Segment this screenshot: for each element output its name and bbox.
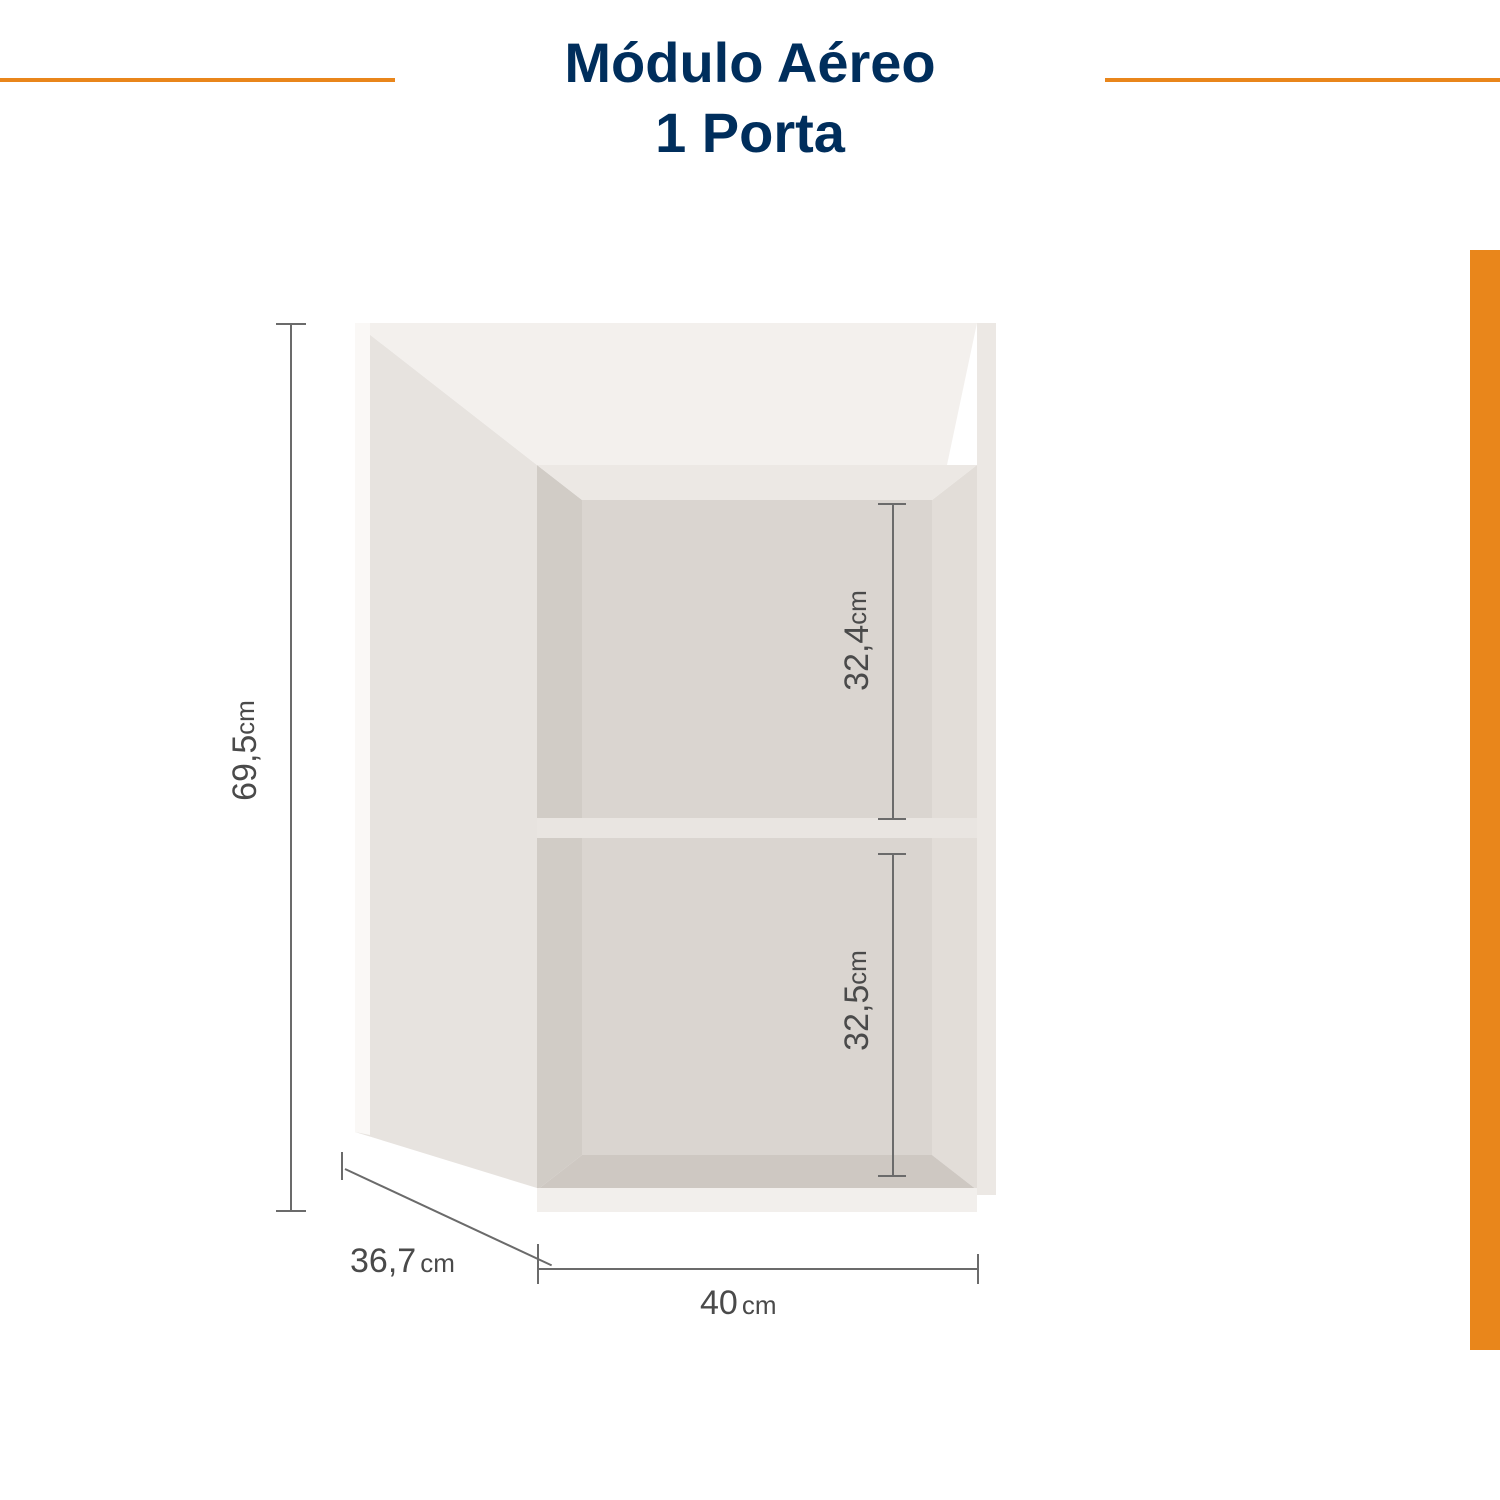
dim-shelf-upper-tick-bottom <box>878 818 906 820</box>
dim-depth-label: 36,7cm <box>350 1242 455 1281</box>
dim-shelf-lower-value: 32,5 <box>838 985 876 1051</box>
title-line-1: Módulo Aéreo <box>0 28 1500 98</box>
dim-width-value: 40 <box>700 1284 738 1322</box>
accent-bar-right <box>1470 250 1500 1350</box>
dim-shelf-upper-unit: cm <box>842 590 872 625</box>
dim-shelf-upper-label: 32,4cm <box>838 590 877 691</box>
dim-width-unit: cm <box>742 1290 777 1320</box>
dim-height-label: 69,5cm <box>226 700 265 801</box>
title-divider-right <box>1105 78 1500 82</box>
dim-depth-value: 36,7 <box>350 1242 416 1280</box>
dim-width-label: 40cm <box>700 1284 777 1323</box>
dim-height-value: 69,5 <box>226 735 264 801</box>
page-title: Módulo Aéreo 1 Porta <box>0 28 1500 168</box>
dim-width-tick-right <box>977 1254 979 1284</box>
dim-depth-unit: cm <box>420 1248 455 1278</box>
dim-shelf-upper-value: 32,4 <box>838 625 876 691</box>
dim-depth-tick-back <box>341 1152 343 1180</box>
dim-shelf-lower-tick-bottom <box>878 1175 906 1177</box>
dim-height-line <box>290 325 292 1210</box>
dim-shelf-upper-line <box>892 505 894 818</box>
title-line-2: 1 Porta <box>0 98 1500 168</box>
dim-width-tick-left <box>537 1254 539 1284</box>
dim-shelf-lower-unit: cm <box>842 950 872 985</box>
dim-shelf-lower-tick-top <box>878 853 906 855</box>
dim-shelf-lower-label: 32,5cm <box>838 950 877 1051</box>
cabinet-diagram <box>330 320 1110 1280</box>
dim-width-line <box>537 1268 977 1270</box>
dim-shelf-lower-line <box>892 855 894 1175</box>
dim-height-unit: cm <box>230 700 260 735</box>
dim-height-tick-bottom <box>276 1210 306 1212</box>
title-divider-left <box>0 78 395 82</box>
dim-shelf-upper-tick-top <box>878 503 906 505</box>
dim-height-tick-top <box>276 323 306 325</box>
